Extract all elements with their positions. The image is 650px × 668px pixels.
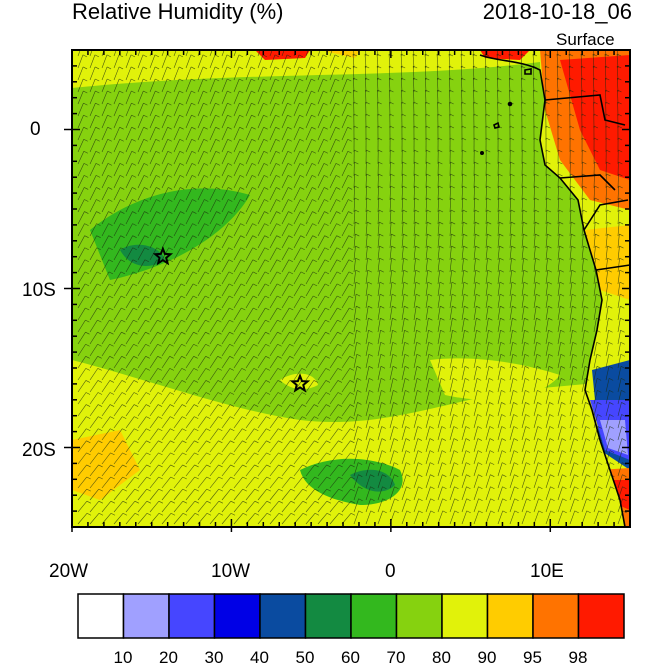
- colorbar-swatch: [351, 594, 397, 638]
- colorbar-swatch: [442, 594, 488, 638]
- x-tick-label-10w: 10W: [211, 562, 250, 582]
- colorbar-swatch: [579, 594, 625, 638]
- colorbar-swatch: [78, 594, 124, 638]
- colorbar-swatch: [169, 594, 215, 638]
- x-tick-label-0: 0: [385, 562, 396, 582]
- colorbar-label: 30: [205, 648, 224, 668]
- colorbar-swatch: [488, 594, 534, 638]
- colorbar-label: 10: [114, 648, 133, 668]
- x-tick-label-10e: 10E: [530, 562, 564, 582]
- colorbar-swatch: [260, 594, 306, 638]
- colorbar-label: 98: [569, 648, 588, 668]
- y-tick-label-20s: 20S: [22, 441, 56, 461]
- colorbar-label: 60: [341, 648, 360, 668]
- colorbar-label: 80: [432, 648, 451, 668]
- y-tick-label-10s: 10S: [22, 281, 56, 301]
- colorbar-swatch: [397, 594, 443, 638]
- colorbar-label: 50: [296, 648, 315, 668]
- colorbar-label: 90: [478, 648, 497, 668]
- humidity-field: [72, 50, 630, 530]
- y-tick-label-0: 0: [30, 120, 41, 140]
- colorbar-label: 70: [387, 648, 406, 668]
- colorbar-swatch: [533, 594, 579, 638]
- colorbar-label: 40: [250, 648, 269, 668]
- colorbar-swatch: [306, 594, 352, 638]
- colorbar-label: 20: [159, 648, 178, 668]
- x-tick-label-20w: 20W: [49, 562, 88, 582]
- colorbar-swatch: [124, 594, 170, 638]
- colorbar: [78, 594, 624, 638]
- colorbar-label: 95: [523, 648, 542, 668]
- colorbar-swatch: [215, 594, 261, 638]
